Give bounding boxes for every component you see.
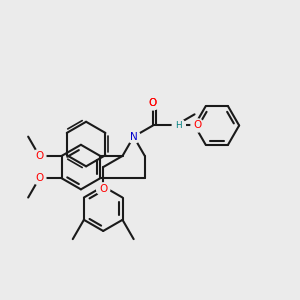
Circle shape [146,97,160,110]
Text: O: O [149,98,157,108]
Text: O: O [194,121,202,130]
Text: H: H [176,121,182,130]
Circle shape [97,183,110,196]
Text: O: O [149,98,157,108]
Circle shape [191,119,204,132]
Circle shape [33,149,46,163]
Circle shape [33,172,46,185]
Text: O: O [99,184,107,194]
Circle shape [172,119,185,132]
Text: N: N [130,132,137,142]
Circle shape [146,97,160,110]
Text: O: O [35,151,44,161]
Text: O: O [35,173,44,183]
Circle shape [127,130,140,143]
